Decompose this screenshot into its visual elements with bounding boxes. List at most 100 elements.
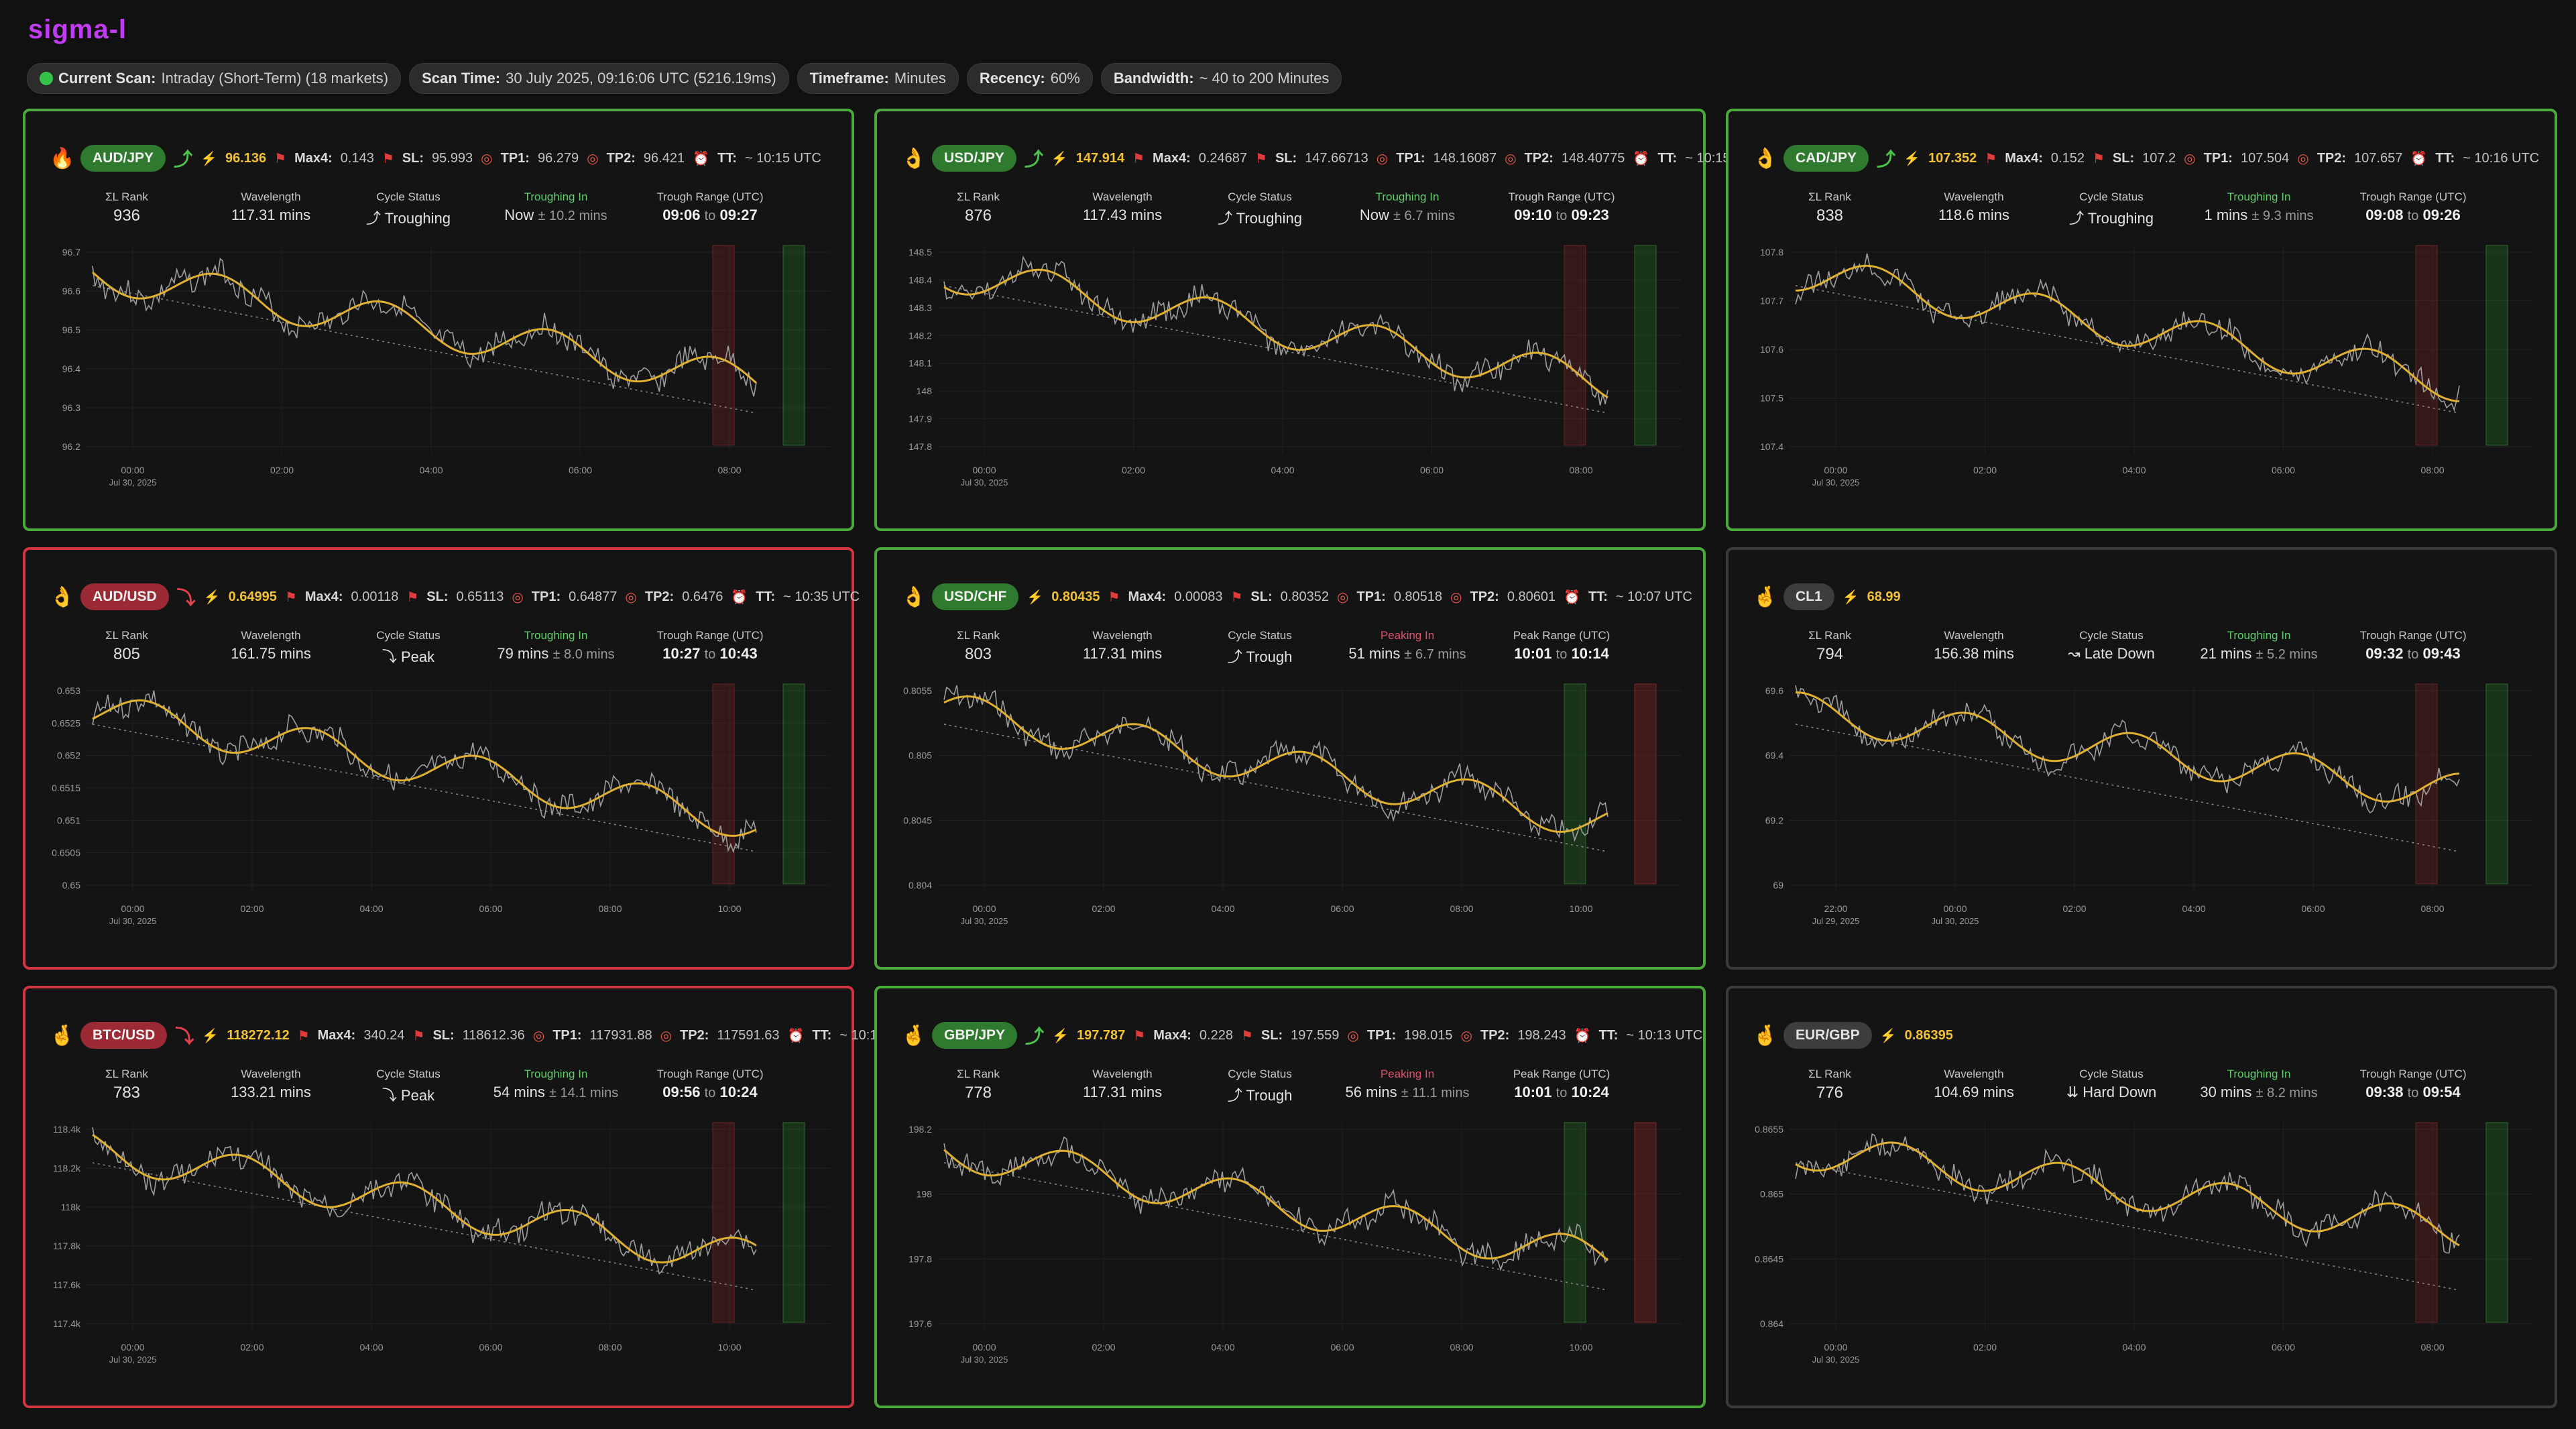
range-value: 09:10 to 09:23 <box>1484 207 1639 224</box>
y-tick-label: 148.4 <box>909 274 932 285</box>
max4-label: Max4: <box>294 150 333 166</box>
market-card-aud-usd[interactable]: 👌 AUD/USD ⤵ ⚡ 0.64995 ⚑ Max4: 0.00118 ⚑ SL: 0.6511… <box>23 547 860 970</box>
target-icon: ◎ <box>2297 151 2309 166</box>
x-tick-label: 02:00 <box>1122 465 1145 475</box>
y-tick-label: 0.8045 <box>903 815 932 825</box>
timing-main: Now <box>1359 207 1389 223</box>
symbol-badge[interactable]: CAD/JPY <box>1783 145 1869 172</box>
cycle-fit-line <box>92 271 757 384</box>
y-tick-label: 96.4 <box>62 363 80 374</box>
market-card-usd-jpy[interactable]: 👌 USD/JPY ⤴ ⚡ 147.914 ⚑ Max4: 0.24687 ⚑ SL: 147.66… <box>874 109 1761 531</box>
market-card-gbp-jpy[interactable]: 🤞 GBP/JPY ⤴ ⚡ 197.787 ⚑ Max4: 0.228 ⚑ SL: 197.559 ◎… <box>874 986 1706 1408</box>
price-chart[interactable]: 69.6 69.4 69.2 69 22:00 00:00 02:00 04:00 06:00 0… <box>1729 671 2555 966</box>
y-tick-label: 69.4 <box>1765 750 1783 761</box>
cycle-status-stat: Cycle Status ⤴ Troughing <box>1183 190 1337 228</box>
y-tick-label: 148.5 <box>909 247 932 258</box>
tt-label: TT: <box>1598 1027 1619 1043</box>
market-card-cl1[interactable]: 🤞 CL1 ⚡ 68.99 ΣL Rank 794 Wavelength 156.38 min… <box>1726 547 2557 970</box>
alarm-clock-icon: ⏰ <box>1633 151 1650 166</box>
wavelength-stat: Wavelength 161.75 mins <box>194 629 348 663</box>
timing-main: 51 mins <box>1348 645 1401 662</box>
current-price: 118272.12 <box>227 1027 290 1043</box>
market-card-cad-jpy[interactable]: 👌 CAD/JPY ⤴ ⚡ 107.352 ⚑ Max4: 0.152 ⚑ SL: 107.2 ◎ TP… <box>1726 109 2557 531</box>
symbol-badge[interactable]: GBP/JPY <box>932 1022 1018 1049</box>
flag-icon: ⚑ <box>284 589 297 605</box>
timing-pm: ± 8.0 mins <box>552 647 615 662</box>
market-card-btc-usd[interactable]: 🤞 BTC/USD ⤵ ⚡ 118272.12 ⚑ Max4: 340.24 ⚑ SL: 11861… <box>23 986 916 1408</box>
range-band-red <box>712 245 735 446</box>
market-card-aud-jpy[interactable]: 🔥 AUD/JPY ⤴ ⚡ 96.136 ⚑ Max4: 0.143 ⚑ SL: 95.993 ◎ TP… <box>23 109 854 531</box>
rank-value: 778 <box>964 1084 992 1102</box>
symbol-badge[interactable]: AUD/USD <box>80 583 169 610</box>
x-tick-label: 04:00 <box>419 465 443 475</box>
target-icon: ◎ <box>1347 1028 1359 1043</box>
price-chart[interactable]: 0.653 0.6525 0.652 0.6515 0.651 0.6505 0.65 00:… <box>25 671 852 966</box>
market-card-eur-gbp[interactable]: 🤞 EUR/GBP ⚡ 0.86395 ΣL Rank 776 Wavelength 104.… <box>1726 986 2557 1408</box>
cycle-status-text: Peak <box>400 648 435 665</box>
symbol-badge[interactable]: AUD/JPY <box>80 145 166 172</box>
y-tick-label: 0.8645 <box>1755 1253 1783 1264</box>
cycle-status-stat: Cycle Status ⤴ Troughing <box>2034 190 2188 228</box>
alarm-clock-icon: ⏰ <box>731 589 748 605</box>
status-bar: Current Scan: Intraday (Short-Term) (18 … <box>27 63 1342 94</box>
recency-pill[interactable]: Recency: 60% <box>966 63 1093 94</box>
cycle-fit-line <box>92 1134 757 1264</box>
symbol-badge[interactable]: USD/JPY <box>932 145 1016 172</box>
cycle-status-label: Cycle Status <box>1228 190 1292 203</box>
target-icon: ◎ <box>532 1028 545 1043</box>
range-from: 10:27 <box>662 645 701 662</box>
timing-main: 79 mins <box>497 645 549 662</box>
price-chart[interactable]: 118.4k 118.2k 118k 117.8k 117.6k 117.4k 00:00 0… <box>25 1109 852 1404</box>
current-price: 68.99 <box>1867 589 1901 604</box>
current-price: 0.64995 <box>228 589 277 604</box>
x-tick-label: 04:00 <box>2122 465 2146 475</box>
y-tick-label: 0.864 <box>1760 1318 1783 1329</box>
trend-down-icon: ⤵ <box>175 1026 194 1047</box>
range-band-red <box>712 683 735 884</box>
status-dot-icon <box>40 72 53 85</box>
cycle-status-text: Troughing <box>1236 210 1302 227</box>
tp2-label: TP2: <box>1524 150 1554 166</box>
price-chart[interactable]: 107.8 107.7 107.6 107.5 107.4 00:00 02:00 04:00… <box>1729 232 2555 527</box>
range-label: Trough Range (UTC) <box>656 190 764 203</box>
y-tick-label: 107.6 <box>1760 344 1783 355</box>
x-tick-label: 00:00 <box>972 903 996 914</box>
tp1-value: 0.64877 <box>569 589 618 604</box>
price-chart[interactable]: 0.8655 0.865 0.8645 0.864 00:00 02:00 04:00 06:… <box>1729 1109 2555 1404</box>
current-scan-pill[interactable]: Current Scan: Intraday (Short-Term) (18 … <box>27 63 402 94</box>
symbol-badge[interactable]: CL1 <box>1783 583 1834 610</box>
x-tick-label: 02:00 <box>2062 903 2086 914</box>
flag-icon: ⚑ <box>2092 151 2105 166</box>
card-header: 👌 USD/CHF ⚡ 0.80435 ⚑ Max4: 0.00083 ⚑ SL: 0.80352… <box>901 583 1692 610</box>
range-stat: Trough Range (UTC) 09:56 to 10:24 <box>633 1068 787 1101</box>
cycle-status-label: Cycle Status <box>376 629 441 642</box>
cycle-direction-icon: ⤴ <box>1218 210 1233 227</box>
price-chart[interactable]: 148.5 148.4 148.3 148.2 148.1 148 147.9 147.8 00… <box>877 232 1703 527</box>
wavelength-stat: Wavelength 117.43 mins <box>1045 190 1199 224</box>
cycle-status-text: Trough <box>1246 1087 1293 1104</box>
rank-label: ΣL Rank <box>1808 629 1851 642</box>
wavelength-stat: Wavelength 117.31 mins <box>194 190 348 224</box>
tp2-value: 148.40775 <box>1561 150 1625 166</box>
price-chart[interactable]: 0.8055 0.805 0.8045 0.804 00:00 02:00 04:00 06:… <box>877 671 1703 966</box>
bandwidth-pill[interactable]: Bandwidth: ~ 40 to 200 Minutes <box>1100 63 1342 94</box>
symbol-badge[interactable]: BTC/USD <box>80 1022 168 1049</box>
price-chart[interactable]: 96.7 96.6 96.5 96.4 96.3 96.2 00:00 02:00 04:00 0… <box>25 232 852 527</box>
wavelength-value: 117.43 mins <box>1082 207 1163 223</box>
symbol-badge[interactable]: USD/CHF <box>932 583 1019 610</box>
rank-value: 936 <box>113 207 141 225</box>
timeframe-pill[interactable]: Timeframe: Minutes <box>797 63 959 94</box>
rank-stat: ΣL Rank 783 <box>50 1068 204 1102</box>
x-tick-label: 02:00 <box>270 465 294 475</box>
cycle-status-value: ⇊ Hard Down <box>2034 1084 2188 1101</box>
app-title: sigma-l <box>28 15 127 44</box>
stats-row: ΣL Rank 876 Wavelength 117.43 mins Cycle Sta… <box>901 190 1692 231</box>
range-value: 09:56 to 10:24 <box>633 1084 787 1101</box>
market-card-usd-chf[interactable]: 👌 USD/CHF ⚡ 0.80435 ⚑ Max4: 0.00083 ⚑ SL: 0.80352… <box>874 547 1706 970</box>
symbol-badge[interactable]: EUR/GBP <box>1783 1022 1872 1049</box>
x-tick-label: 00:00 <box>1824 1342 1847 1353</box>
sl-label: SL: <box>1250 589 1273 604</box>
bolt-icon: ⚡ <box>1027 589 1044 605</box>
range-value: 10:01 to 10:24 <box>1484 1084 1639 1101</box>
price-chart[interactable]: 198.2 198 197.8 197.6 00:00 02:00 04:00 06:00 08… <box>877 1109 1703 1404</box>
